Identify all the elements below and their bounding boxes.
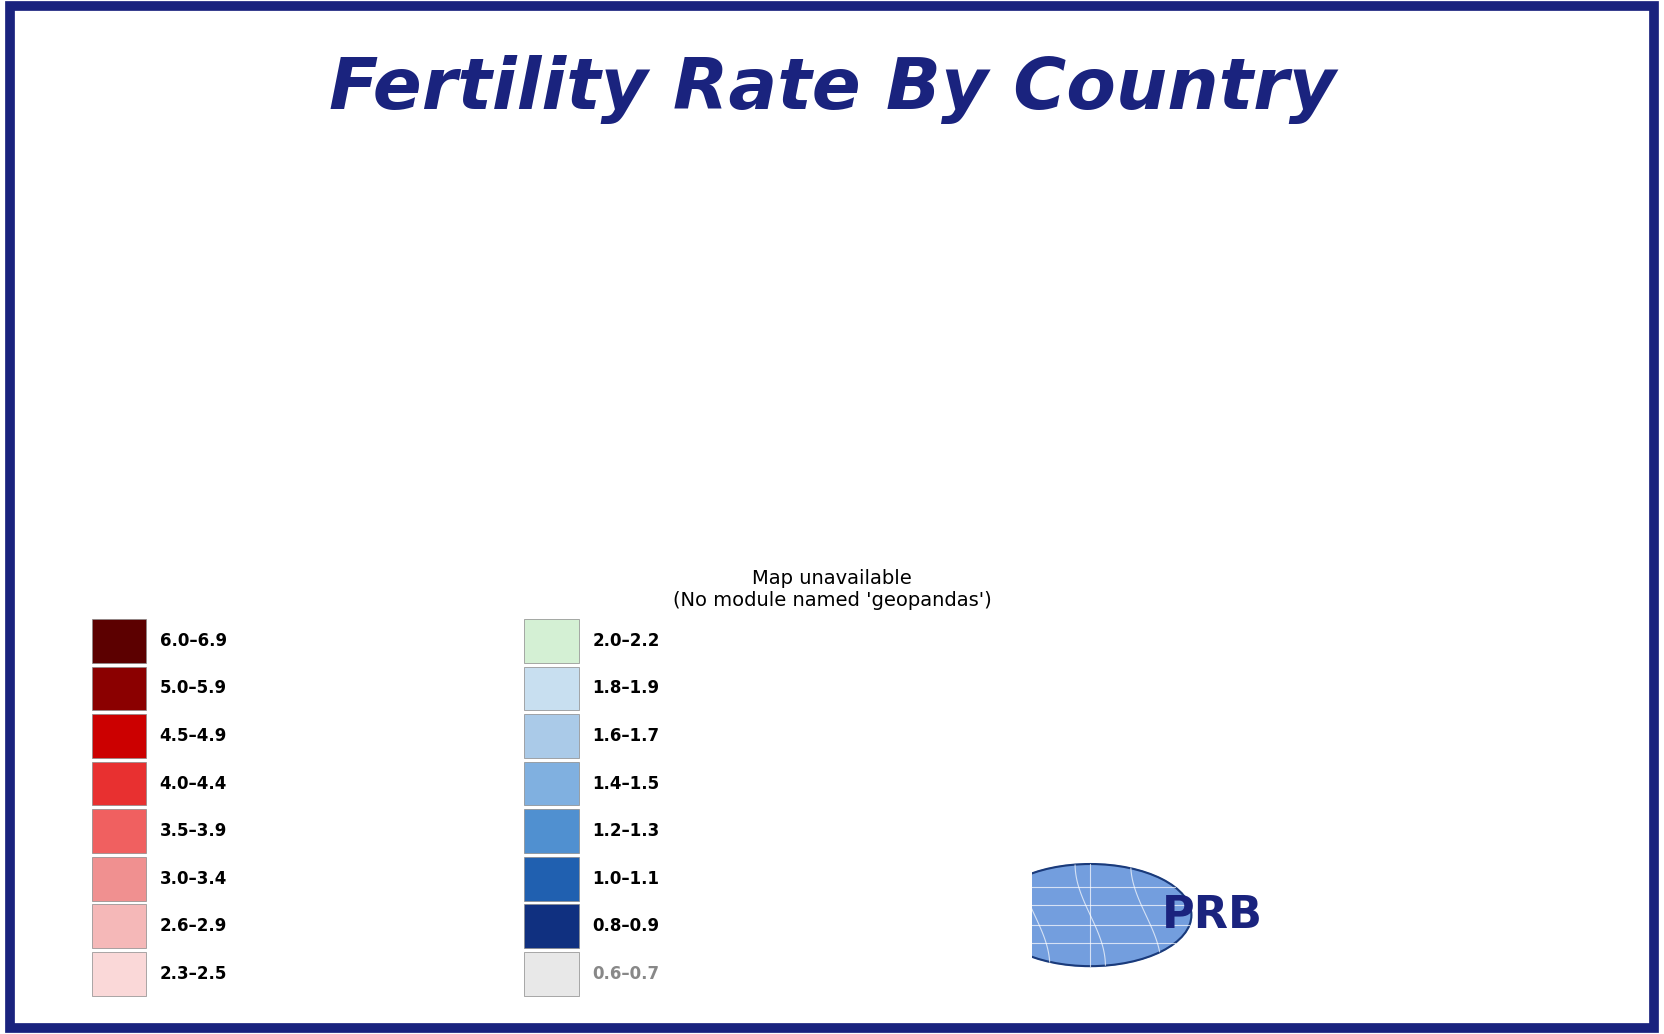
Text: 2.6–2.9: 2.6–2.9 — [160, 917, 226, 936]
Text: 4.5–4.9: 4.5–4.9 — [160, 727, 226, 746]
Text: 1.6–1.7: 1.6–1.7 — [592, 727, 659, 746]
Text: Map unavailable
(No module named 'geopandas'): Map unavailable (No module named 'geopan… — [672, 569, 992, 610]
Text: 2.0–2.2: 2.0–2.2 — [592, 632, 659, 650]
Text: 3.0–3.4: 3.0–3.4 — [160, 870, 226, 888]
Text: 5.0–5.9: 5.0–5.9 — [160, 679, 226, 698]
Text: 6.0–6.9: 6.0–6.9 — [160, 632, 226, 650]
Text: 2.3–2.5: 2.3–2.5 — [160, 965, 226, 983]
Text: 1.2–1.3: 1.2–1.3 — [592, 822, 659, 841]
Text: 1.0–1.1: 1.0–1.1 — [592, 870, 659, 888]
Circle shape — [988, 864, 1191, 966]
Text: 1.4–1.5: 1.4–1.5 — [592, 774, 659, 793]
Text: PRB: PRB — [1161, 893, 1263, 937]
Text: 0.6–0.7: 0.6–0.7 — [592, 965, 659, 983]
Text: 0.8–0.9: 0.8–0.9 — [592, 917, 659, 936]
Text: 4.0–4.4: 4.0–4.4 — [160, 774, 226, 793]
Text: 3.5–3.9: 3.5–3.9 — [160, 822, 226, 841]
Text: 1.8–1.9: 1.8–1.9 — [592, 679, 659, 698]
Text: Fertility Rate By Country: Fertility Rate By Country — [328, 55, 1336, 124]
